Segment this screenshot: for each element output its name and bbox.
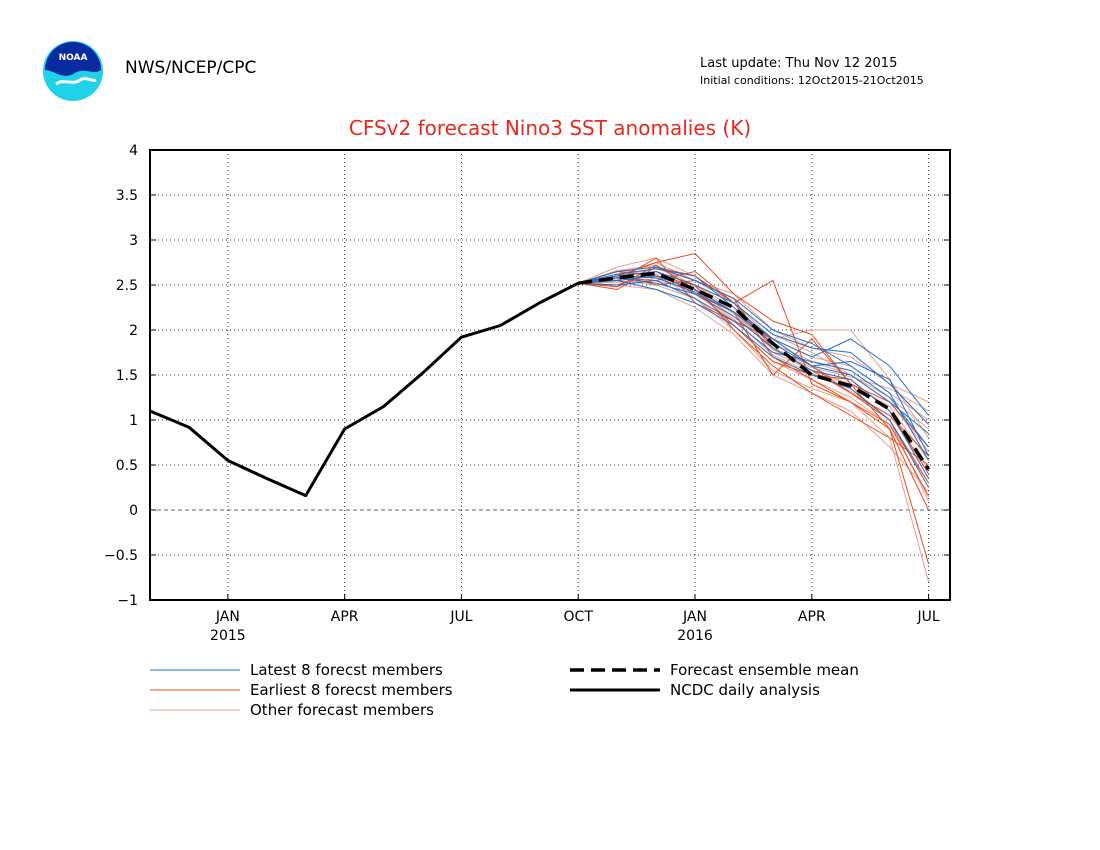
legend-label-other: Other forecast members [250,701,434,719]
x-tick-label: JAN [215,609,240,625]
x-tick-label: JUL [916,609,939,625]
x-tick-label: JUL [449,609,472,625]
earliest-member-line [578,270,929,448]
analysis-line [149,281,579,498]
earliest-member-line [578,270,929,466]
earliest-member-line [578,264,930,475]
y-tick-label: 1.5 [116,368,138,384]
latest-member-line [578,266,930,461]
x-tick-year: 2016 [677,628,713,644]
y-tick-label: 0 [129,503,138,519]
legend-label-analysis: NCDC daily analysis [670,681,820,699]
latest-member-line [578,275,929,416]
latest-member-line [578,279,930,488]
ensemble-mean-line [577,271,931,471]
logo-text: NOAA [59,53,88,63]
last-update: Last update: Thu Nov 12 2015 [700,56,898,71]
legend-label-mean: Forecast ensemble mean [670,661,859,679]
other-member-line [578,275,930,461]
x-tick-label: OCT [564,609,594,625]
other-member-line [578,273,930,484]
plot-frame [149,149,951,601]
latest-member-line [578,270,929,425]
other-member-line [578,282,929,493]
other-member-line [578,257,930,439]
y-tick-label: 4 [129,143,138,159]
y-tick-label: 2.5 [116,278,138,294]
x-tick-label: JAN [682,609,707,625]
y-tick-label: −0.5 [104,548,138,564]
y-tick-label: 1 [129,413,138,429]
latest-member-line [578,277,930,479]
legend-label-earliest: Earliest 8 forecst members [250,681,453,699]
y-tick-label: 0.5 [116,458,138,474]
agency-label: NWS/NCEP/CPC [125,58,257,78]
latest-member-line [578,268,929,434]
other-member-line [578,268,929,452]
x-tick-year: 2015 [210,628,246,644]
noaa-logo-icon: NOAA [43,41,103,101]
chart-title: CFSv2 forecast Nino3 SST anomalies (K) [349,116,751,140]
latest-member-line [578,279,929,448]
x-tick-label: APR [331,609,359,625]
x-tick-label: APR [798,609,826,625]
latest-member-line [578,275,930,457]
y-tick-label: 3 [129,233,138,249]
earliest-member-line [578,270,929,457]
noaa-logo: NOAA [42,40,104,106]
initial-conditions: Initial conditions: 12Oct2015-21Oct2015 [700,74,924,87]
legend-label-latest: Latest 8 forecst members [250,661,443,679]
y-tick-label: 3.5 [116,188,138,204]
y-tick-label: 2 [129,323,138,339]
y-tick-label: −1 [117,593,138,609]
